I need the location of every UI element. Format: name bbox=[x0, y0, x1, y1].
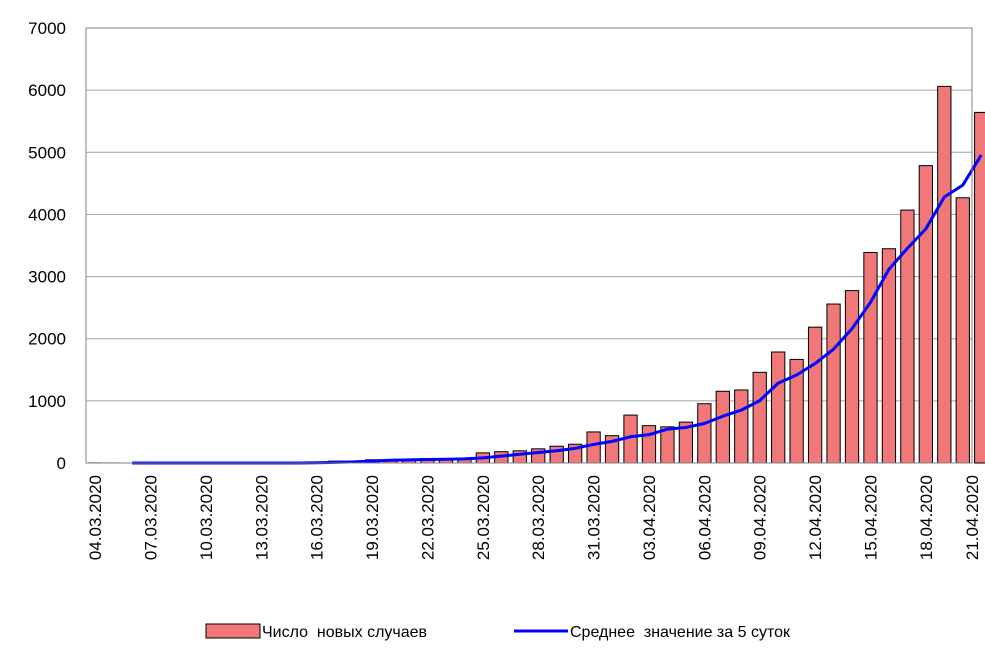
x-tick-label: 18.04.2020 bbox=[917, 475, 936, 560]
bar bbox=[660, 426, 675, 464]
bar bbox=[771, 351, 786, 464]
legend-bar-swatch bbox=[205, 623, 261, 639]
x-tick-label: 04.03.2020 bbox=[86, 475, 105, 560]
bar bbox=[734, 389, 749, 464]
x-tick-label: 25.03.2020 bbox=[474, 475, 493, 560]
x-tick-label: 07.03.2020 bbox=[142, 475, 161, 560]
x-tick-label: 15.04.2020 bbox=[862, 475, 881, 560]
x-tick-label: 09.04.2020 bbox=[751, 475, 770, 560]
x-tick-label: 16.03.2020 bbox=[308, 475, 327, 560]
bar bbox=[826, 303, 841, 464]
bar bbox=[844, 290, 860, 464]
x-tick-label: 10.03.2020 bbox=[197, 475, 216, 560]
y-tick-label: 6000 bbox=[28, 81, 66, 100]
bar bbox=[974, 111, 985, 464]
legend: Число новых случаев Среднее значение за … bbox=[205, 623, 791, 641]
x-tick-label: 12.04.2020 bbox=[806, 475, 825, 560]
y-tick-label: 3000 bbox=[28, 268, 66, 287]
plot-frame bbox=[85, 27, 973, 464]
x-tick-label: 06.04.2020 bbox=[695, 475, 714, 560]
grid-lines bbox=[86, 89, 972, 402]
bar bbox=[807, 326, 823, 464]
y-axis: 0 1000 2000 3000 4000 5000 6000 7000 bbox=[28, 19, 66, 473]
bar bbox=[586, 431, 601, 464]
x-tick-label: 19.03.2020 bbox=[363, 475, 382, 560]
x-tick-label: 03.04.2020 bbox=[640, 475, 659, 560]
x-tick-label: 13.03.2020 bbox=[252, 475, 271, 560]
legend-line-label: Среднее значение за 5 суток bbox=[570, 624, 791, 641]
bar bbox=[697, 403, 712, 464]
y-tick-label: 1000 bbox=[28, 392, 66, 411]
bar bbox=[752, 371, 767, 464]
bar bbox=[955, 197, 970, 464]
x-tick-label: 31.03.2020 bbox=[585, 475, 604, 560]
bar bbox=[918, 165, 934, 464]
x-tick-label: 21.04.2020 bbox=[963, 475, 982, 560]
y-tick-label: 2000 bbox=[28, 330, 66, 349]
x-tick-label: 28.03.2020 bbox=[529, 475, 548, 560]
y-tick-label: 4000 bbox=[28, 205, 66, 224]
bar bbox=[881, 248, 897, 464]
bar bbox=[641, 425, 657, 464]
x-tick-label: 22.03.2020 bbox=[419, 475, 438, 560]
y-tick-label: 7000 bbox=[28, 19, 66, 38]
x-axis: 04.03.2020 07.03.2020 10.03.2020 13.03.2020… bbox=[86, 475, 982, 560]
bar bbox=[715, 390, 730, 464]
y-tick-label: 5000 bbox=[28, 143, 66, 162]
bar bbox=[863, 251, 878, 464]
bar-series bbox=[88, 85, 985, 464]
legend-bars-label: Число новых случаев bbox=[262, 624, 427, 641]
y-tick-label: 0 bbox=[57, 454, 66, 473]
bar bbox=[937, 85, 952, 464]
